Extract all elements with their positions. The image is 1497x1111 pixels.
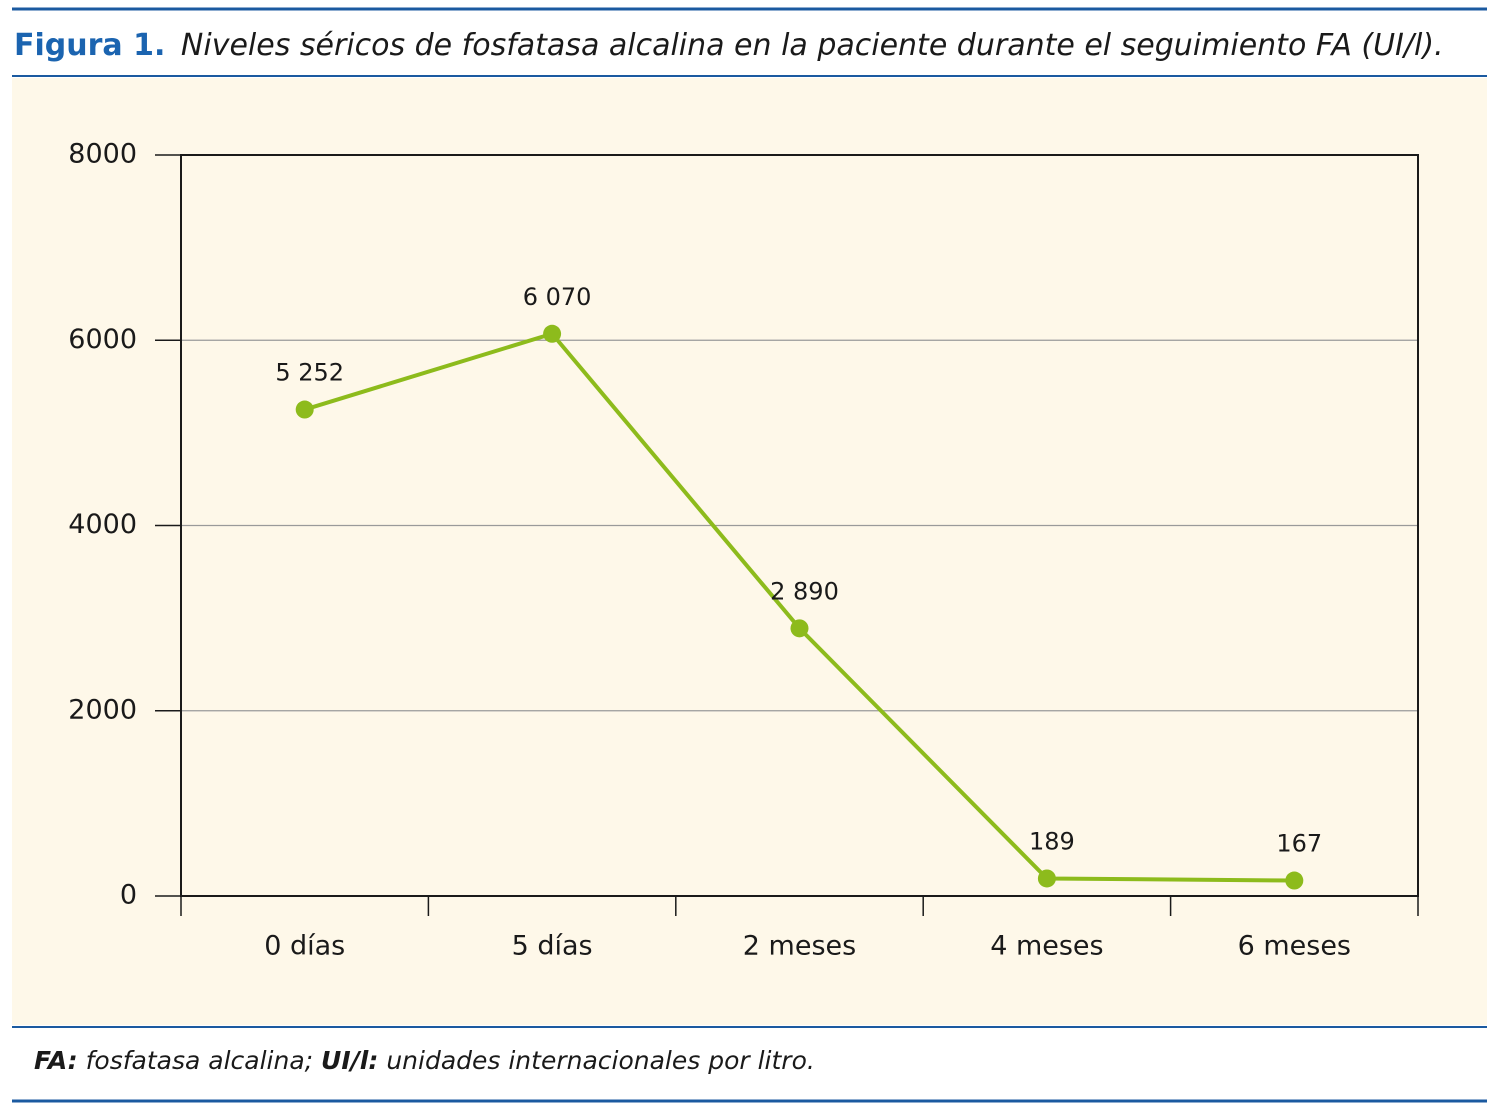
data-point [543,324,562,343]
data-point [1285,871,1304,890]
y-tick-label: 4000 [68,509,137,540]
figure-caption: Figura 1. Niveles séricos de fosfatasa a… [14,28,1444,63]
data-point [790,619,809,638]
data-label: 6 070 [523,283,592,311]
data-point [1037,869,1056,888]
y-tick-label: 6000 [68,324,137,355]
chart-title: Niveles séricos de fosfatasa alcalina en… [181,28,1444,63]
y-tick-label: 0 [120,880,137,911]
note-text: unidades internacionales por litro. [386,1046,815,1075]
figure-label: Figura 1. [14,28,165,63]
x-tick-label: 4 meses [990,931,1103,962]
y-tick-label: 8000 [68,139,137,170]
x-tick-label: 5 días [512,931,593,962]
footnote: FA: fosfatasa alcalina; UI/l: unidades i… [34,1046,815,1075]
data-label: 167 [1276,830,1322,858]
data-label: 5 252 [275,359,344,387]
chart-background [12,78,1487,1025]
data-label: 189 [1029,827,1075,855]
note-term: UI/l: [321,1046,378,1075]
x-tick-label: 2 meses [743,931,856,962]
data-label: 2 890 [770,577,839,605]
y-tick-label: 2000 [68,694,137,725]
x-tick-label: 6 meses [1238,931,1351,962]
data-point [295,400,314,419]
note-term: FA: [34,1046,78,1075]
plot-frame [180,154,1419,897]
x-tick-label: 0 días [264,931,345,962]
note-text: fosfatasa alcalina; [86,1046,313,1075]
